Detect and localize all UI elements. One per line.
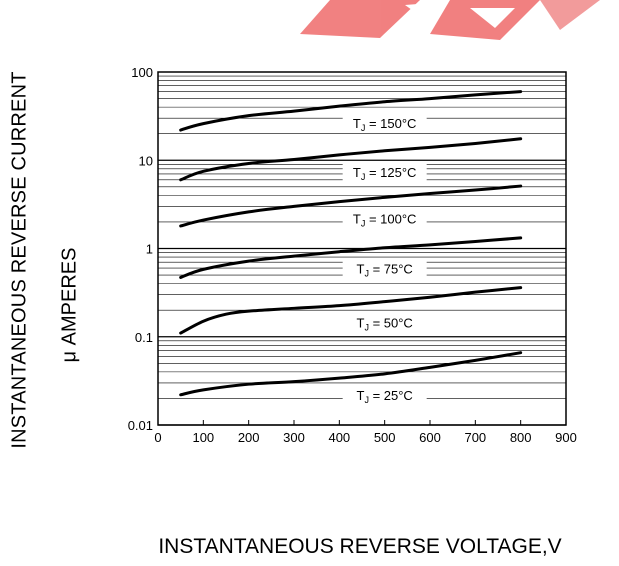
series-label-background <box>342 163 427 182</box>
plot-frame <box>157 71 567 426</box>
x-tick-label: 300 <box>283 430 305 445</box>
x-tick-label: 700 <box>464 430 486 445</box>
x-tick-label: 200 <box>238 430 260 445</box>
series-line-4 <box>179 286 523 335</box>
series-label-background <box>342 314 427 333</box>
series-line-3 <box>179 236 523 279</box>
y-tick-label: 10 <box>139 153 153 168</box>
series-label-text: TJ = 150°C <box>353 116 417 133</box>
series-label-background <box>342 210 427 229</box>
series-line-2 <box>179 184 523 228</box>
series-label-background <box>342 260 427 279</box>
series-label-4: TJ = 50°C <box>342 314 427 333</box>
series-label-text: TJ = 75°C <box>357 262 413 279</box>
x-tick-label: 600 <box>419 430 441 445</box>
x-tick-label: 900 <box>555 430 577 445</box>
series-label-text: TJ = 50°C <box>357 316 413 333</box>
series-label-0: TJ = 150°C <box>342 114 427 133</box>
series-label-3: TJ = 75°C <box>342 260 427 279</box>
x-tick-label: 400 <box>328 430 350 445</box>
series-label-5: TJ = 25°C <box>342 386 427 405</box>
series-label-text: TJ = 100°C <box>353 211 417 228</box>
y-tick-label: 1 <box>146 242 153 257</box>
x-tick-label: 0 <box>154 430 161 445</box>
x-tick-label: 800 <box>510 430 532 445</box>
series-label-background <box>342 386 427 405</box>
series-line-5 <box>179 351 523 397</box>
x-tick-label: 500 <box>374 430 396 445</box>
series-line-1 <box>179 137 523 182</box>
series-label-text: TJ = 125°C <box>353 165 417 182</box>
series-label-text: TJ = 25°C <box>357 388 413 405</box>
y-tick-label: 100 <box>131 65 153 80</box>
y-tick-label: 0.01 <box>128 418 153 433</box>
curves <box>179 90 523 397</box>
y-tick-label: 0.1 <box>135 330 153 345</box>
series-line-0 <box>179 90 523 132</box>
x-tick-label: 100 <box>192 430 214 445</box>
series-label-1: TJ = 125°C <box>342 163 427 182</box>
series-label-background <box>342 114 427 133</box>
x-axis-label: INSTANTANEOUS REVERSE VOLTAGE,V <box>158 535 562 558</box>
series-label-2: TJ = 100°C <box>342 210 427 229</box>
curve-labels: TJ = 150°C TJ = 125°C TJ = 100°C TJ = 75°C T… <box>342 114 427 405</box>
watermark-logo <box>300 0 600 40</box>
tick-labels: 0 100 200 300 400 500 600 700 800 900 0.01 0.1 1 10 10… <box>128 65 577 445</box>
